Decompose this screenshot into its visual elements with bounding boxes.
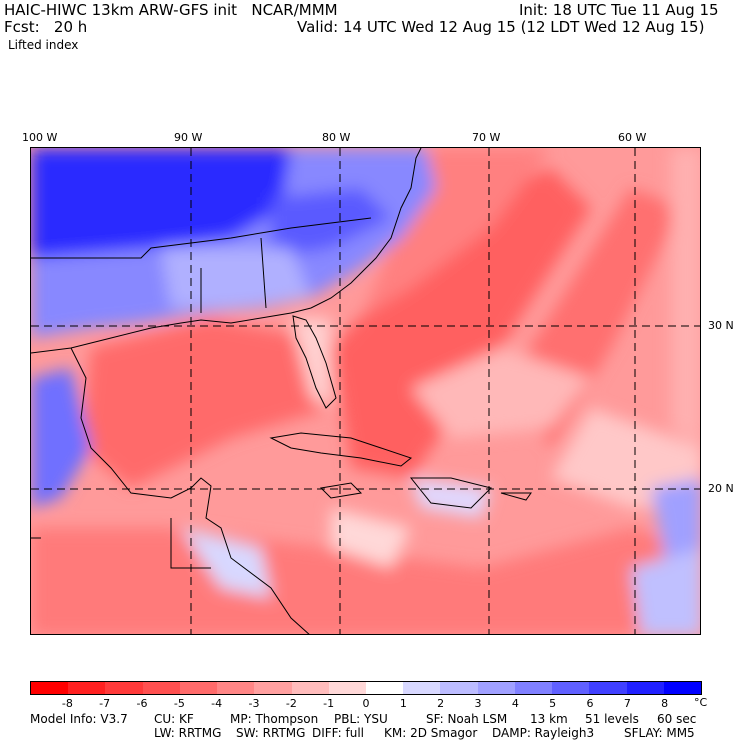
sw-scheme: SW: RRTMG xyxy=(236,726,306,740)
cu-scheme: CU: KF xyxy=(154,712,194,726)
lon-label-90w: 90 W xyxy=(174,131,203,144)
forecast-hour: Fcst: 20 h xyxy=(4,18,88,36)
colorbar-swatch xyxy=(477,682,515,694)
lifted-index-map xyxy=(30,147,701,635)
lat-label-20n: 20 N xyxy=(708,482,734,495)
field-name: Lifted index xyxy=(8,38,79,52)
sf-scheme: SF: Noah LSM xyxy=(426,712,508,726)
colorbar-tick-label: 5 xyxy=(549,697,557,710)
colorbar-swatch xyxy=(254,682,292,694)
time-step: 60 sec xyxy=(657,712,697,726)
damp-option: DAMP: Rayleigh3 xyxy=(492,726,595,740)
colorbar-swatch xyxy=(217,682,255,694)
colorbar-tick-label: -1 xyxy=(323,697,335,710)
colorbar-swatch xyxy=(142,682,180,694)
colorbar-swatch xyxy=(552,682,590,694)
colorbar-swatch xyxy=(291,682,329,694)
coastlines xyxy=(31,148,532,634)
colorbar-tick-label: 4 xyxy=(511,697,519,710)
colorbar-tick-label: 2 xyxy=(437,697,445,710)
colorbar-swatch xyxy=(68,682,106,694)
grid-spacing: 13 km xyxy=(530,712,568,726)
colorbar-unit: °C xyxy=(694,696,708,709)
lon-label-100w: 100 W xyxy=(22,131,58,144)
colorbar-tick-label: -7 xyxy=(99,697,111,710)
colorbar-swatch xyxy=(403,682,441,694)
colorbar-tick-label: -2 xyxy=(285,697,297,710)
pbl-scheme: PBL: YSU xyxy=(334,712,388,726)
map-canvas xyxy=(31,148,700,634)
lon-label-80w: 80 W xyxy=(322,131,351,144)
colorbar-tick-label: 7 xyxy=(623,697,631,710)
colorbar-swatch xyxy=(626,682,664,694)
colorbar-tick-label: 0 xyxy=(362,697,370,710)
lat-label-30n: 30 N xyxy=(708,319,734,332)
colorbar-tick-label: -8 xyxy=(61,697,73,710)
colorbar-labels: -8 -7 -6 -5 -4 -3 -2 -1 0 1 2 3 4 5 6 7 8 xyxy=(30,697,702,711)
colorbar-tick-label: 3 xyxy=(474,697,482,710)
colorbar-swatch xyxy=(663,682,701,694)
colorbar-tick-label: 1 xyxy=(399,697,407,710)
colorbar-swatch xyxy=(179,682,218,694)
lw-scheme: LW: RRTMG xyxy=(154,726,222,740)
valid-time: Valid: 14 UTC Wed 12 Aug 15 (12 LDT Wed … xyxy=(297,18,705,36)
colorbar-tick-label: 6 xyxy=(586,697,594,710)
colorbar-tick-label: 8 xyxy=(661,697,669,710)
colorbar-swatch xyxy=(365,682,404,694)
model-title: HAIC-HIWC 13km ARW-GFS init NCAR/MMM xyxy=(4,1,338,19)
init-time: Init: 18 UTC Tue 11 Aug 15 xyxy=(519,1,719,19)
graticule xyxy=(31,148,700,634)
colorbar-tick-label: -3 xyxy=(248,697,260,710)
colorbar-swatch xyxy=(440,682,478,694)
lon-label-60w: 60 W xyxy=(618,131,647,144)
colorbar xyxy=(30,681,702,695)
diff-option: DIFF: full xyxy=(312,726,365,740)
colorbar-swatch xyxy=(328,682,366,694)
lifted-index-field xyxy=(31,148,700,634)
lon-label-70w: 70 W xyxy=(472,131,501,144)
vertical-levels: 51 levels xyxy=(585,712,639,726)
colorbar-swatch xyxy=(105,682,143,694)
colorbar-swatch xyxy=(31,682,69,694)
colorbar-swatch xyxy=(514,682,553,694)
colorbar-tick-label: -5 xyxy=(173,697,185,710)
mp-scheme: MP: Thompson xyxy=(230,712,319,726)
colorbar-tick-label: -4 xyxy=(211,697,223,710)
sflay-option: SFLAY: MM5 xyxy=(624,726,695,740)
colorbar-tick-label: -6 xyxy=(136,697,148,710)
colorbar-swatch xyxy=(589,682,627,694)
km-option: KM: 2D Smagor xyxy=(384,726,478,740)
model-info: Model Info: V3.7 xyxy=(30,712,128,726)
